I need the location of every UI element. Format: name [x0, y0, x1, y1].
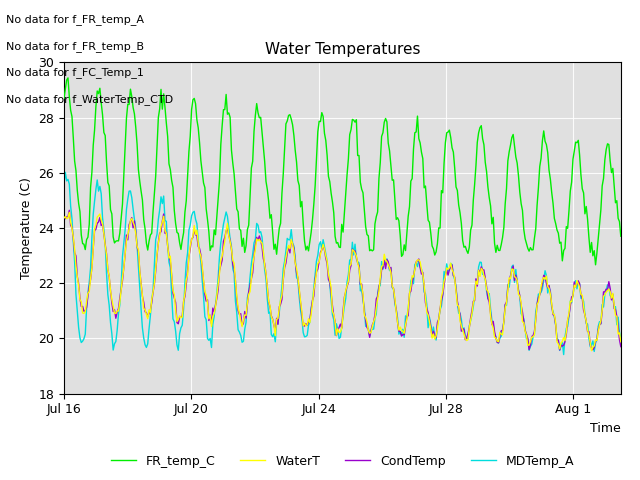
- FR_temp_C: [60, 96, 68, 101]
- WaterT: [248, 275, 255, 281]
- Line: WaterT: WaterT: [64, 212, 621, 351]
- WaterT: [588, 348, 595, 354]
- CondTemp: [337, 321, 344, 327]
- WaterT: [520, 320, 527, 325]
- MDTemp_A: [560, 352, 568, 358]
- CondTemp: [248, 276, 255, 282]
- MDTemp_A: [61, 169, 69, 175]
- CondTemp: [65, 207, 73, 213]
- WaterT: [60, 215, 68, 221]
- Text: No data for f_FC_Temp_1: No data for f_FC_Temp_1: [6, 67, 144, 78]
- WaterT: [617, 339, 625, 345]
- CondTemp: [80, 308, 88, 314]
- FR_temp_C: [64, 75, 72, 81]
- Y-axis label: Temperature (C): Temperature (C): [20, 177, 33, 279]
- MDTemp_A: [310, 285, 317, 290]
- Text: No data for f_WaterTemp_CTD: No data for f_WaterTemp_CTD: [6, 94, 173, 105]
- Title: Water Temperatures: Water Temperatures: [265, 42, 420, 57]
- CondTemp: [310, 293, 317, 299]
- CondTemp: [60, 217, 68, 223]
- FR_temp_C: [337, 245, 344, 251]
- Line: MDTemp_A: MDTemp_A: [64, 172, 621, 355]
- WaterT: [310, 288, 317, 293]
- FR_temp_C: [310, 201, 317, 207]
- WaterT: [80, 311, 88, 316]
- Text: No data for f_FR_temp_A: No data for f_FR_temp_A: [6, 14, 145, 25]
- CondTemp: [596, 322, 604, 327]
- MDTemp_A: [60, 180, 68, 186]
- CondTemp: [556, 347, 563, 353]
- FR_temp_C: [80, 241, 88, 247]
- CondTemp: [617, 344, 625, 349]
- WaterT: [596, 322, 604, 328]
- MDTemp_A: [596, 319, 604, 324]
- FR_temp_C: [592, 262, 600, 268]
- Line: FR_temp_C: FR_temp_C: [64, 78, 621, 265]
- WaterT: [337, 329, 344, 335]
- FR_temp_C: [617, 233, 625, 239]
- FR_temp_C: [520, 227, 527, 232]
- FR_temp_C: [596, 221, 604, 227]
- FR_temp_C: [248, 165, 255, 171]
- Line: CondTemp: CondTemp: [64, 210, 621, 350]
- WaterT: [65, 209, 73, 215]
- Text: No data for f_FR_temp_B: No data for f_FR_temp_B: [6, 41, 145, 52]
- MDTemp_A: [520, 316, 527, 322]
- MDTemp_A: [80, 336, 88, 342]
- MDTemp_A: [248, 261, 255, 267]
- CondTemp: [520, 318, 527, 324]
- MDTemp_A: [617, 335, 625, 340]
- X-axis label: Time: Time: [590, 422, 621, 435]
- Legend: FR_temp_C, WaterT, CondTemp, MDTemp_A: FR_temp_C, WaterT, CondTemp, MDTemp_A: [106, 450, 579, 472]
- MDTemp_A: [337, 335, 344, 340]
